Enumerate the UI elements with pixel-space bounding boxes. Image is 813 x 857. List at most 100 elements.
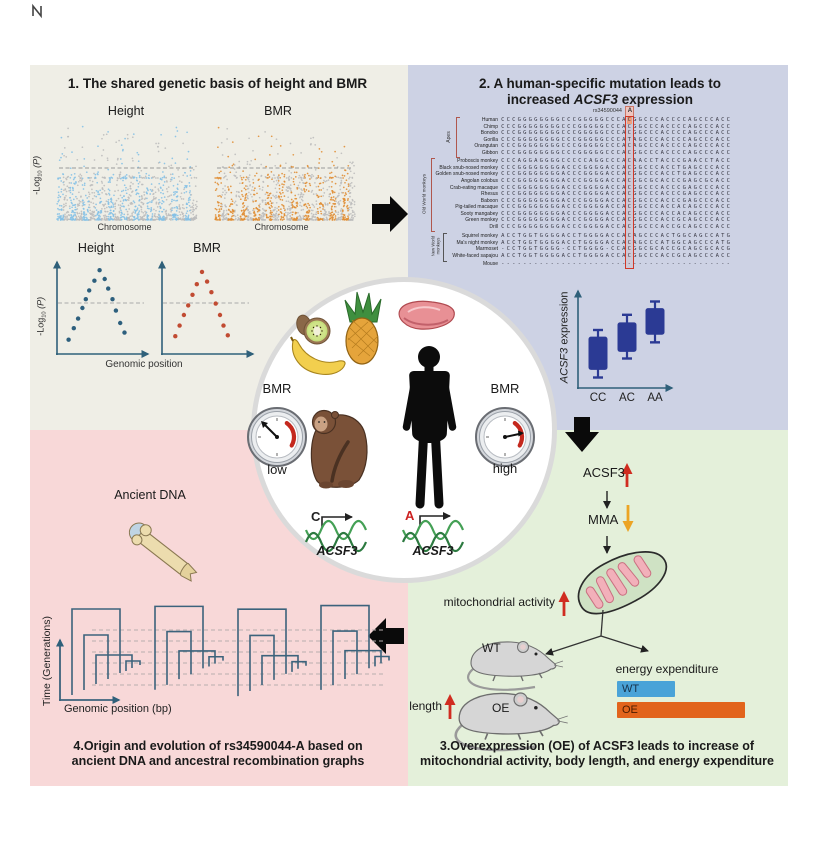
sequence-char: C: [567, 191, 571, 198]
sequence-char: G: [539, 233, 543, 240]
sequence-char: C: [572, 117, 576, 124]
sequence-char: C: [699, 239, 703, 246]
sequence-char: C: [627, 246, 631, 253]
sequence-char: C: [644, 130, 648, 137]
sequence-char: G: [594, 184, 598, 191]
sequence-char: C: [512, 253, 516, 260]
sequence-char: C: [721, 253, 725, 260]
sequence-char: C: [578, 184, 582, 191]
sequence-char: C: [506, 117, 510, 124]
sequence-char: C: [572, 191, 576, 198]
sequence-char: G: [528, 191, 532, 198]
sequence-char: G: [534, 204, 538, 211]
sequence-char: C: [682, 149, 686, 156]
boxplot-ylabel-post: expression: [558, 291, 571, 348]
sequence-char: G: [600, 239, 604, 246]
sequence-char: G: [638, 130, 642, 137]
sequence-char: G: [594, 239, 598, 246]
sequence-char: C: [605, 149, 609, 156]
sequence-char: -: [594, 260, 598, 267]
sequence-char: C: [710, 130, 714, 137]
sequence-char: C: [677, 158, 681, 165]
sequence-char: C: [721, 184, 725, 191]
sequence-char: C: [655, 130, 659, 137]
group-label: Old World monkeys: [421, 174, 427, 215]
sequence-char: G: [638, 191, 642, 198]
sequence-char: C: [644, 233, 648, 240]
sequence-char: A: [622, 223, 626, 230]
species-label: Gorilla: [483, 136, 498, 143]
sequence-char: C: [704, 143, 708, 150]
sequence-char: C: [699, 177, 703, 184]
sequence-char: C: [677, 123, 681, 130]
alignment-row: Green monkey C C C G G G G G G G G A C C C G G G G A C C A C G G C C…: [406, 217, 736, 224]
sequence-char: C: [506, 164, 510, 171]
q4-caption-line1: 4.Origin and evolution of rs34590044-A b…: [73, 739, 363, 753]
sequence-char: G: [633, 184, 637, 191]
sequence-char: A: [660, 158, 664, 165]
sequence-char: A: [660, 253, 664, 260]
sequence-char: G: [523, 239, 527, 246]
sequence-char: G: [550, 177, 554, 184]
sequence-char: G: [545, 253, 549, 260]
sequence-char: T: [655, 158, 659, 165]
sequence-char: C: [506, 217, 510, 224]
sequence-char: G: [600, 158, 604, 165]
sequence-char: C: [710, 191, 714, 198]
chromosome-label-1: Chromosome: [97, 222, 152, 232]
sequence-char: C: [726, 223, 730, 230]
sequence-char: C: [506, 149, 510, 156]
group-bracket-new-world-monkeys: [443, 233, 447, 262]
sequence-char: G: [517, 204, 521, 211]
sequence-char: C: [572, 164, 576, 171]
sequence-char: A: [561, 197, 565, 204]
sequence-char: G: [556, 210, 560, 217]
sequence-char: C: [666, 253, 670, 260]
sequence-char: G: [600, 210, 604, 217]
sequence-char: -: [528, 260, 532, 267]
sequence-char: A: [605, 217, 609, 224]
sequence-char: G: [545, 149, 549, 156]
species-label: Crab-eating macaque: [449, 184, 498, 191]
sequence-char: G: [550, 210, 554, 217]
sequence-char: C: [501, 204, 505, 211]
sequence-char: G: [600, 246, 604, 253]
alignment-row: Crab-eating macaque C C C G G G G G G G G A C C C G G G G A C…: [406, 185, 736, 192]
sequence-char: C: [578, 177, 582, 184]
sequence-char: A: [693, 158, 697, 165]
sequence-char: G: [545, 184, 549, 191]
sequence-char: G: [594, 171, 598, 178]
sequence-char: C: [501, 191, 505, 198]
sequence-char: C: [649, 158, 653, 165]
sequence-char: G: [600, 117, 604, 124]
sequence-char: C: [512, 197, 516, 204]
sequence-char: G: [550, 171, 554, 178]
sequence-char: A: [688, 246, 692, 253]
sequence-char: G: [693, 210, 697, 217]
sequence-char: G: [556, 204, 560, 211]
sequence-char: G: [545, 204, 549, 211]
sequence-char: C: [644, 177, 648, 184]
sequence-char: T: [534, 233, 538, 240]
sequence-char: C: [699, 164, 703, 171]
sequence-char: G: [528, 143, 532, 150]
sequence-char: G: [545, 197, 549, 204]
sequence-char: C: [649, 233, 653, 240]
sequence-char: C: [501, 184, 505, 191]
locus-height-label: Height: [77, 241, 115, 255]
sequence-char: A: [688, 191, 692, 198]
sequence-char: C: [506, 184, 510, 191]
sequence-char: C: [616, 204, 620, 211]
sequence-char: G: [682, 191, 686, 198]
boxplot-category-CC: CC: [589, 392, 607, 404]
sequence-char: G: [523, 204, 527, 211]
manhattan-bmr-label: BMR: [264, 104, 292, 118]
sequence-char: A: [622, 253, 626, 260]
sequence-char: C: [666, 143, 670, 150]
sequence-char: T: [534, 253, 538, 260]
sequence-char: G: [594, 210, 598, 217]
sequence-char: G: [517, 123, 521, 130]
